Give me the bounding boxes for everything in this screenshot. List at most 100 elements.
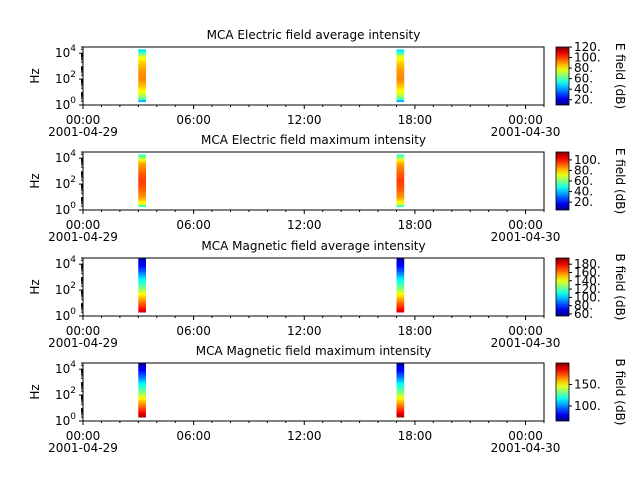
spectrogram-cell <box>138 169 146 172</box>
spectrogram-cell <box>396 285 405 288</box>
spectrogram-cell <box>138 73 146 76</box>
data-segment <box>396 363 405 418</box>
spectrogram-cell <box>138 97 146 101</box>
spectrogram-cell <box>396 372 405 375</box>
spectrogram-cell <box>396 189 405 193</box>
y-tick-label: 104 <box>55 255 76 271</box>
spectrogram-cell <box>138 294 146 297</box>
x-date-label: 2001-04-30 <box>491 230 561 244</box>
x-tick-label: 00:00 <box>66 113 101 127</box>
y-tick-exponent: 2 <box>70 281 76 291</box>
colorbar-tick-label: 20. <box>574 93 593 107</box>
spectrogram-cell <box>138 64 146 67</box>
spectrogram-cell <box>138 84 146 88</box>
spectrogram-cell <box>396 60 405 63</box>
spectrogram-cell <box>396 393 405 397</box>
spectrogram-cell <box>138 189 146 193</box>
spectrogram-cell <box>138 75 146 78</box>
spectrogram-cell <box>138 86 146 89</box>
y-tick-exponent: 4 <box>70 360 76 370</box>
spectrogram-cell <box>396 376 405 379</box>
x-date-label: 2001-04-30 <box>491 336 561 350</box>
spectrogram-cell <box>396 370 405 373</box>
spectrogram-cell <box>396 287 405 290</box>
chart-title: MCA Magnetic field average intensity <box>201 239 425 253</box>
spectrogram-cell <box>396 258 405 261</box>
x-tick-label: 12:00 <box>287 324 322 338</box>
spectrogram-cell <box>138 60 146 63</box>
spectrogram-cell <box>138 174 146 178</box>
colorbar-tick-label: 60. <box>574 72 593 86</box>
y-axis-label: Hz <box>28 68 42 83</box>
spectrogram-cell <box>138 292 146 296</box>
spectrogram-cell <box>396 407 405 410</box>
spectrogram-cell <box>396 191 405 194</box>
spectrogram-cell <box>138 397 146 401</box>
spectrogram-cell <box>138 393 146 397</box>
spectrogram-cell <box>138 388 146 391</box>
y-tick-base: 10 <box>55 362 70 376</box>
y-tick-base: 10 <box>55 388 70 402</box>
spectrogram-cell <box>138 364 146 368</box>
spectrogram-cell <box>138 259 146 263</box>
spectrogram-cell <box>396 64 405 67</box>
colorbar <box>555 257 570 317</box>
spectrogram-cell <box>396 302 405 305</box>
spectrogram-cell <box>138 49 146 52</box>
spectrogram-cell <box>396 374 405 377</box>
y-tick-label: 102 <box>55 386 76 402</box>
spectrogram-cell <box>138 275 146 278</box>
y-tick-label: 100 <box>55 201 76 217</box>
spectrogram-cell <box>396 298 405 301</box>
spectrogram-cell <box>138 53 146 56</box>
spectrogram-cell <box>138 287 146 290</box>
spectrogram-cell <box>138 159 146 163</box>
spectrogram-cell <box>138 167 146 170</box>
spectrogram-cell <box>396 154 405 157</box>
colorbar-tick-label: 80. <box>574 61 593 75</box>
spectrogram-cell <box>138 296 146 299</box>
spectrogram-cell <box>396 384 405 387</box>
colorbar-tick-label: 100. <box>574 399 601 413</box>
spectrogram-cell <box>396 283 405 286</box>
spectrogram-cell <box>396 269 405 272</box>
spectrogram-cell <box>396 90 405 93</box>
spectrogram-cell <box>138 390 146 393</box>
spectrogram-cell <box>138 374 146 377</box>
spectrogram-cell <box>138 94 146 97</box>
spectrogram-cell <box>396 197 405 200</box>
plot-frame <box>82 151 545 211</box>
spectrogram-cell <box>396 405 405 408</box>
spectrogram-cell <box>396 53 405 56</box>
spectrogram-cell <box>138 195 146 198</box>
chart-title: MCA Electric field maximum intensity <box>201 133 426 147</box>
y-tick-exponent: 2 <box>70 70 76 80</box>
spectrogram-cell <box>138 171 146 174</box>
x-tick-label: 06:00 <box>176 218 211 232</box>
spectrogram-cell <box>138 161 146 165</box>
spectrogram-cell <box>396 184 405 187</box>
spectrogram-cell <box>396 96 405 99</box>
spectrogram-cell <box>396 88 405 91</box>
spectrogram-cell <box>396 77 405 80</box>
spectrogram-cell <box>138 173 146 176</box>
spectrogram-cell <box>396 308 405 311</box>
y-tick-exponent: 0 <box>70 412 76 422</box>
x-tick-label: 00:00 <box>66 218 101 232</box>
y-tick-label: 102 <box>55 175 76 191</box>
colorbar-tick-label: 150. <box>574 377 601 391</box>
spectrogram-cell <box>396 275 405 278</box>
panel-2: MCA Electric field maximum intensity 100 1… <box>28 133 627 244</box>
spectrogram-cell <box>138 310 146 313</box>
spectrogram-cell <box>138 182 146 185</box>
spectrogram-cell <box>396 97 405 101</box>
spectrogram-cell <box>138 88 146 91</box>
spectrogram-cell <box>396 409 405 412</box>
spectrogram-cell <box>138 79 146 82</box>
spectrogram-cell <box>396 401 405 404</box>
spectrogram-cell <box>396 306 405 309</box>
spectrogram-cell <box>138 99 146 103</box>
spectrogram-cell <box>396 49 405 52</box>
spectrogram-cell <box>396 73 405 76</box>
y-tick-label: 104 <box>55 360 76 376</box>
